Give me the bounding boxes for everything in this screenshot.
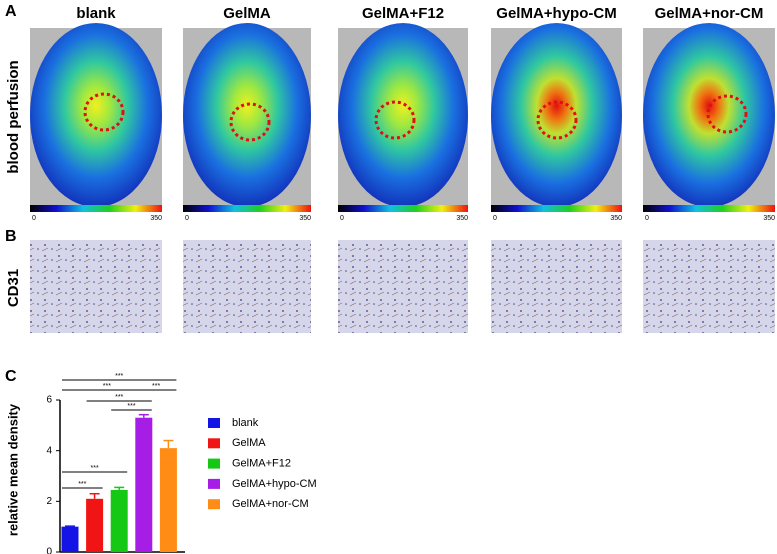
significance-label: *** — [152, 383, 160, 390]
cd31-image — [30, 240, 162, 333]
colorbar — [183, 205, 311, 212]
legend-label: GelMA+nor-CM — [232, 498, 309, 510]
bar — [135, 417, 153, 552]
y-tick-label: 0 — [46, 547, 52, 554]
y-tick-label: 6 — [46, 395, 52, 406]
y-tick-label: 2 — [46, 496, 52, 507]
colorbar-max: 350 — [299, 215, 311, 222]
column-title: GelMA+hypo-CM — [496, 5, 616, 22]
panel-label: A — [5, 3, 17, 20]
cd31-image — [183, 240, 311, 333]
legend-swatch — [208, 458, 220, 469]
colorbar-min: 0 — [32, 215, 36, 222]
colorbar-min: 0 — [340, 215, 344, 222]
column-title: GelMA+F12 — [362, 5, 444, 22]
colorbar — [338, 205, 468, 212]
panel-label: B — [5, 228, 17, 245]
colorbar — [491, 205, 622, 212]
bar — [86, 498, 104, 552]
colorbar-max: 350 — [763, 215, 775, 222]
colorbar-max: 350 — [456, 215, 468, 222]
roi-circle — [83, 92, 125, 132]
colorbar — [643, 205, 775, 212]
colorbar-min: 0 — [185, 215, 189, 222]
cd31-image — [338, 240, 468, 333]
colorbar-max: 350 — [610, 215, 622, 222]
legend-swatch — [208, 418, 220, 428]
significance-label: *** — [115, 394, 123, 401]
y-tick-label: 4 — [46, 445, 52, 456]
bar — [159, 448, 177, 552]
legend-label: blank — [232, 417, 259, 429]
legend-swatch — [208, 478, 220, 489]
colorbar-min: 0 — [645, 215, 649, 222]
perfusion-image — [30, 23, 162, 207]
colorbar-max: 350 — [150, 215, 162, 222]
legend-label: GelMA+F12 — [232, 458, 291, 470]
cd31-image — [643, 240, 775, 333]
column-title: GelMA+nor-CM — [655, 5, 764, 22]
row-label: CD31 — [5, 269, 22, 307]
perfusion-image — [338, 23, 468, 207]
significance-label: *** — [78, 481, 86, 488]
y-axis-label: relative mean density — [5, 403, 20, 536]
legend-label: GelMA+hypo-CM — [232, 478, 317, 490]
significance-label: *** — [127, 403, 135, 410]
colorbar-min: 0 — [493, 215, 497, 222]
bar — [110, 489, 128, 552]
legend-swatch — [208, 499, 220, 510]
panel-label: C — [5, 368, 17, 385]
cd31-image — [491, 240, 622, 333]
significance-label: *** — [91, 465, 99, 472]
perfusion-image — [183, 23, 311, 207]
bar — [61, 526, 79, 552]
roi-circle — [374, 100, 416, 140]
significance-label: *** — [115, 373, 123, 380]
legend-swatch — [208, 438, 220, 449]
column-title: GelMA — [223, 5, 271, 22]
roi-circle — [706, 94, 748, 134]
column-title: blank — [76, 5, 116, 22]
row-label: blood perfusion — [5, 60, 22, 173]
legend-label: GelMA — [232, 437, 266, 449]
perfusion-image — [491, 23, 622, 207]
roi-circle — [229, 102, 271, 142]
roi-circle — [536, 100, 578, 140]
colorbar — [30, 205, 162, 212]
significance-label: *** — [103, 383, 111, 390]
